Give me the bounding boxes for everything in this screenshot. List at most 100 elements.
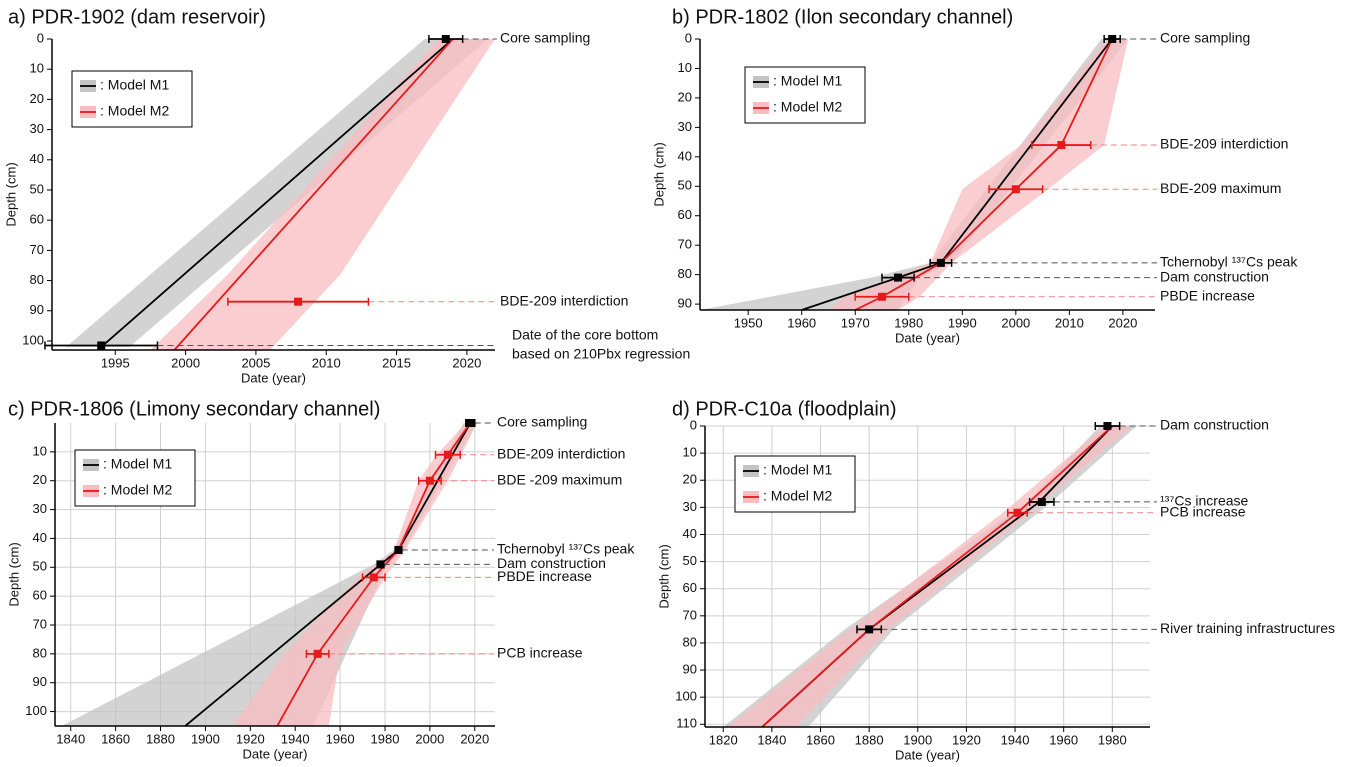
x-tick-label: 1940 (281, 731, 310, 746)
event-label: Core sampling (497, 414, 587, 430)
event-marker (97, 341, 106, 350)
x-axis-label: Date (year) (895, 747, 960, 762)
y-tick-label: 10 (683, 445, 697, 460)
x-tick-label: 1880 (855, 732, 884, 747)
y-tick-label: 50 (678, 178, 692, 193)
event-marker (878, 292, 886, 301)
y-tick-label: 20 (683, 472, 697, 487)
x-tick-label: 2010 (312, 355, 341, 370)
event-marker (466, 419, 475, 427)
x-tick-label: 1980 (371, 731, 400, 746)
y-tick-label: 90 (33, 674, 47, 689)
x-tick-label: 1840 (757, 732, 786, 747)
event-marker (294, 297, 303, 306)
x-tick-label: 1920 (236, 731, 265, 746)
event-label: Tchernobyl ¹³⁷Cs peak (497, 541, 635, 557)
y-tick-label: 0 (685, 30, 692, 45)
event-label: BDE-209 interdiction (1160, 136, 1288, 152)
model-line (184, 423, 472, 726)
event-marker (1108, 35, 1117, 43)
legend-label: : Model M1 (773, 73, 842, 89)
confidence-band (61, 423, 478, 726)
y-tick-label: 110 (676, 716, 697, 731)
x-tick-label: 1995 (101, 355, 130, 370)
y-tick-label: 10 (678, 60, 692, 75)
y-tick-label: 70 (33, 616, 47, 631)
event-label: BDE-209 interdiction (497, 445, 625, 461)
event-label: PCB increase (1160, 503, 1246, 519)
model-line (761, 426, 1113, 727)
y-tick-label: 40 (33, 530, 47, 545)
confidence-band (232, 423, 478, 726)
x-tick-label: 1880 (146, 731, 175, 746)
x-tick-label: 1990 (948, 315, 977, 330)
y-tick-label: 50 (33, 559, 47, 574)
event-label: PCB increase (497, 645, 583, 661)
panel: d) PDR-C10a (floodplain) 1820 1840 1860 1880… (656, 398, 1335, 762)
x-tick-label: 1960 (787, 315, 816, 330)
x-tick-label: 1940 (1001, 732, 1030, 747)
y-tick-label: 30 (33, 501, 47, 516)
x-tick-label: 2000 (171, 355, 200, 370)
x-tick-label: 1920 (952, 732, 981, 747)
legend-label: : Model M2 (773, 99, 842, 115)
event-label: BDE-209 maximum (1160, 180, 1281, 196)
y-tick-label: 20 (678, 89, 692, 104)
x-axis-label: Date (year) (895, 330, 960, 345)
y-tick-label: 40 (678, 148, 692, 163)
y-tick-label: 0 (37, 30, 44, 45)
y-tick-label: 70 (678, 237, 692, 252)
event-marker (369, 573, 378, 582)
event-label: Dam construction (1160, 268, 1269, 284)
x-tick-label: 1820 (709, 732, 738, 747)
y-tick-label: 80 (33, 645, 47, 660)
y-tick-label: 40 (30, 151, 44, 166)
legend-label: : Model M1 (103, 456, 172, 472)
x-axis-label: Date (year) (241, 370, 306, 385)
plot-area (66, 39, 495, 350)
y-tick-label: 30 (678, 119, 692, 134)
x-tick-label: 1860 (806, 732, 835, 747)
model-line (100, 39, 454, 348)
model-line (801, 39, 1113, 310)
y-tick-label: 80 (30, 272, 44, 287)
model-line (173, 39, 454, 350)
panel: c) PDR-1806 (Limony secondary channel) 18… (6, 398, 635, 761)
y-tick-label: 20 (33, 472, 47, 487)
y-tick-label: 90 (678, 296, 692, 311)
x-tick-label: 1900 (903, 732, 932, 747)
event-label: Core sampling (1160, 30, 1250, 46)
confidence-band (828, 39, 1129, 310)
event-label: PBDE increase (497, 568, 592, 584)
event-label: ¹³⁷Cs increase (1160, 493, 1249, 509)
x-tick-label: 2015 (382, 355, 411, 370)
x-tick-label: 2005 (241, 355, 270, 370)
event-label: Tchernobyl ¹³⁷Cs peak (1160, 254, 1298, 270)
x-tick-label: 2010 (1055, 315, 1084, 330)
event-label: River training infrastructures (1160, 620, 1335, 636)
x-tick-label: 2000 (415, 731, 444, 746)
event-label: Core sampling (500, 30, 590, 46)
plot-area (700, 39, 1129, 310)
y-tick-label: 70 (30, 242, 44, 257)
y-tick-label: 10 (33, 443, 47, 458)
y-axis-label: Depth (cm) (656, 544, 671, 608)
y-tick-label: 60 (683, 580, 697, 595)
event-marker (376, 560, 385, 569)
y-axis-label: Depth (cm) (3, 162, 18, 226)
x-tick-label: 2020 (460, 731, 489, 746)
y-tick-label: 100 (675, 689, 697, 704)
legend-label: : Model M2 (100, 103, 169, 119)
y-tick-label: 100 (22, 332, 44, 347)
y-tick-label: 60 (678, 207, 692, 222)
y-axis-label: Depth (cm) (651, 142, 666, 206)
event-marker (1037, 497, 1046, 506)
x-tick-label: 1980 (894, 315, 923, 330)
chart-title: b) PDR-1802 (Ilon secondary channel) (672, 6, 1013, 28)
y-tick-label: 60 (33, 588, 47, 603)
y-tick-label: 30 (683, 499, 697, 514)
event-marker (443, 450, 452, 459)
legend-label: : Model M2 (103, 482, 172, 498)
x-tick-label: 1860 (101, 731, 130, 746)
